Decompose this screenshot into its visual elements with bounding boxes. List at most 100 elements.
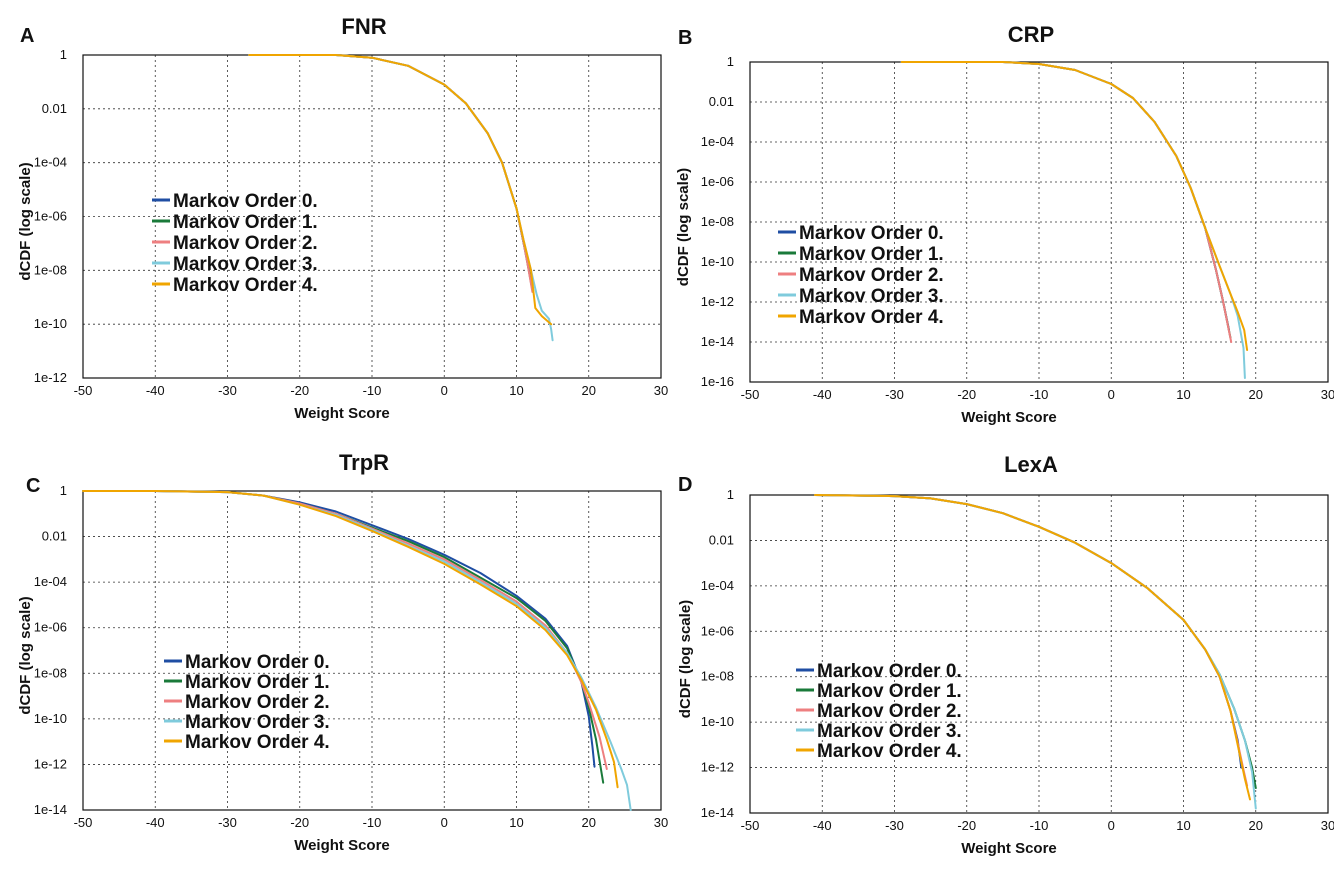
x-tick-label: 0 bbox=[1108, 387, 1115, 402]
series-line-order-4 bbox=[814, 494, 1251, 801]
x-tick-label: -10 bbox=[1030, 818, 1049, 833]
x-tick-label: 10 bbox=[509, 383, 523, 398]
series-line-order-4 bbox=[900, 61, 1249, 351]
x-tick-label: -20 bbox=[290, 383, 309, 398]
series-line-order-2 bbox=[900, 61, 1233, 343]
y-tick-label: 1e-14 bbox=[701, 805, 734, 820]
y-tick-label: 1e-08 bbox=[701, 214, 734, 229]
y-tick-label: 1e-04 bbox=[34, 574, 67, 589]
x-tick-label: -40 bbox=[813, 387, 832, 402]
chart-title: TrpR bbox=[339, 450, 389, 475]
x-tick-label: 10 bbox=[1176, 387, 1190, 402]
legend-label: Markov Order 4. bbox=[799, 307, 944, 328]
y-tick-label: 0.01 bbox=[709, 94, 734, 109]
y-tick-label: 1e-14 bbox=[34, 802, 67, 817]
y-axis-label: dCDF (log scale) bbox=[17, 162, 34, 280]
y-tick-label: 1e-12 bbox=[34, 756, 67, 771]
legend-label: Markov Order 0. bbox=[173, 191, 318, 212]
y-tick-label: 1e-10 bbox=[701, 254, 734, 269]
series-line-order-1 bbox=[82, 490, 605, 784]
legend-label: Markov Order 2. bbox=[173, 233, 318, 254]
x-tick-label: -30 bbox=[218, 815, 237, 830]
x-tick-label: -20 bbox=[290, 815, 309, 830]
chart-title: LexA bbox=[1004, 452, 1058, 477]
chart-panel-a: -50 -40 -30 -20 -10 0 10 20 30 1 0.01 1e-04 1e-06 1e-… bbox=[17, 14, 668, 422]
legend-label: Markov Order 4. bbox=[173, 275, 318, 296]
y-tick-label: 1e-08 bbox=[34, 262, 67, 277]
series-line-order-4 bbox=[248, 54, 553, 326]
plot-frame bbox=[82, 54, 662, 379]
series-line-order-0 bbox=[82, 490, 596, 768]
plot-frame bbox=[82, 490, 662, 811]
y-tick-label: 1e-16 bbox=[701, 374, 734, 389]
x-tick-label: -50 bbox=[74, 815, 93, 830]
x-tick-label: -30 bbox=[218, 383, 237, 398]
x-tick-label: -20 bbox=[957, 387, 976, 402]
x-tick-label: -40 bbox=[146, 383, 165, 398]
chart-panel-b: -50 -40 -30 -20 -10 0 10 20 30 1 0.01 1e-04 1e-06 1e-… bbox=[675, 22, 1334, 426]
panel-letter: A bbox=[20, 25, 34, 47]
legend-label: Markov Order 2. bbox=[185, 692, 330, 713]
y-tick-label: 1e-10 bbox=[701, 714, 734, 729]
y-tick-label: 1e-08 bbox=[701, 669, 734, 684]
x-tick-label: -10 bbox=[1030, 387, 1049, 402]
y-tick-label: 1e-12 bbox=[701, 760, 734, 775]
panel-letter: D bbox=[678, 474, 692, 496]
y-tick-label: 0.01 bbox=[42, 529, 67, 544]
legend-label: Markov Order 2. bbox=[817, 701, 962, 722]
y-tick-label: 0.01 bbox=[42, 101, 67, 116]
series-line-order-4 bbox=[82, 490, 619, 789]
x-axis-label: Weight Score bbox=[294, 405, 390, 422]
legend-label: Markov Order 2. bbox=[799, 265, 944, 286]
series-line-order-1 bbox=[900, 61, 1232, 339]
legend-label: Markov Order 1. bbox=[185, 672, 330, 693]
x-axis-label: Weight Score bbox=[961, 840, 1057, 857]
y-axis-label: dCDF (log scale) bbox=[17, 596, 34, 714]
x-axis-label: Weight Score bbox=[294, 837, 390, 854]
legend-label: Markov Order 0. bbox=[817, 661, 962, 682]
x-tick-label: 10 bbox=[1176, 818, 1190, 833]
x-tick-label: -10 bbox=[363, 383, 382, 398]
x-tick-label: -30 bbox=[885, 818, 904, 833]
legend-label: Markov Order 4. bbox=[185, 732, 330, 753]
y-tick-label: 1e-06 bbox=[701, 174, 734, 189]
y-tick-label: 1e-10 bbox=[34, 711, 67, 726]
legend-label: Markov Order 1. bbox=[799, 244, 944, 265]
panel-letter: C bbox=[26, 475, 40, 497]
y-tick-label: 1e-14 bbox=[701, 334, 734, 349]
x-axis-label: Weight Score bbox=[961, 409, 1057, 426]
y-tick-label: 1e-04 bbox=[701, 134, 734, 149]
x-tick-label: 10 bbox=[509, 815, 523, 830]
x-tick-label: -20 bbox=[957, 818, 976, 833]
chart-panel-c: -50 -40 -30 -20 -10 0 10 20 30 1 0.01 1e-04 1e-06 1e-… bbox=[17, 450, 668, 854]
x-tick-label: 30 bbox=[1321, 387, 1334, 402]
y-tick-label: 1e-04 bbox=[34, 155, 67, 170]
panel-letter: B bbox=[678, 27, 692, 49]
chart-title: FNR bbox=[341, 14, 386, 39]
plot-frame bbox=[749, 494, 1329, 814]
y-tick-label: 1e-12 bbox=[34, 370, 67, 385]
legend: Markov Order 0.Markov Order 1.Markov Ord… bbox=[796, 661, 962, 762]
x-tick-label: 30 bbox=[1321, 818, 1334, 833]
legend-label: Markov Order 3. bbox=[173, 254, 318, 275]
y-tick-label: 1 bbox=[727, 487, 734, 502]
y-tick-label: 1e-06 bbox=[34, 620, 67, 635]
y-tick-label: 1e-10 bbox=[34, 316, 67, 331]
legend-label: Markov Order 3. bbox=[799, 286, 944, 307]
chart-title: CRP bbox=[1008, 22, 1054, 47]
legend-label: Markov Order 3. bbox=[185, 712, 330, 733]
x-tick-label: -30 bbox=[885, 387, 904, 402]
y-tick-label: 1e-08 bbox=[34, 665, 67, 680]
x-tick-label: 30 bbox=[654, 383, 668, 398]
y-axis-label: dCDF (log scale) bbox=[677, 600, 694, 718]
y-tick-label: 1e-06 bbox=[701, 623, 734, 638]
legend-label: Markov Order 0. bbox=[185, 652, 330, 673]
x-tick-label: -50 bbox=[74, 383, 93, 398]
x-tick-label: 20 bbox=[582, 383, 596, 398]
y-tick-label: 1 bbox=[727, 54, 734, 69]
legend-label: Markov Order 3. bbox=[817, 721, 962, 742]
legend-label: Markov Order 4. bbox=[817, 741, 962, 762]
x-tick-label: -40 bbox=[813, 818, 832, 833]
